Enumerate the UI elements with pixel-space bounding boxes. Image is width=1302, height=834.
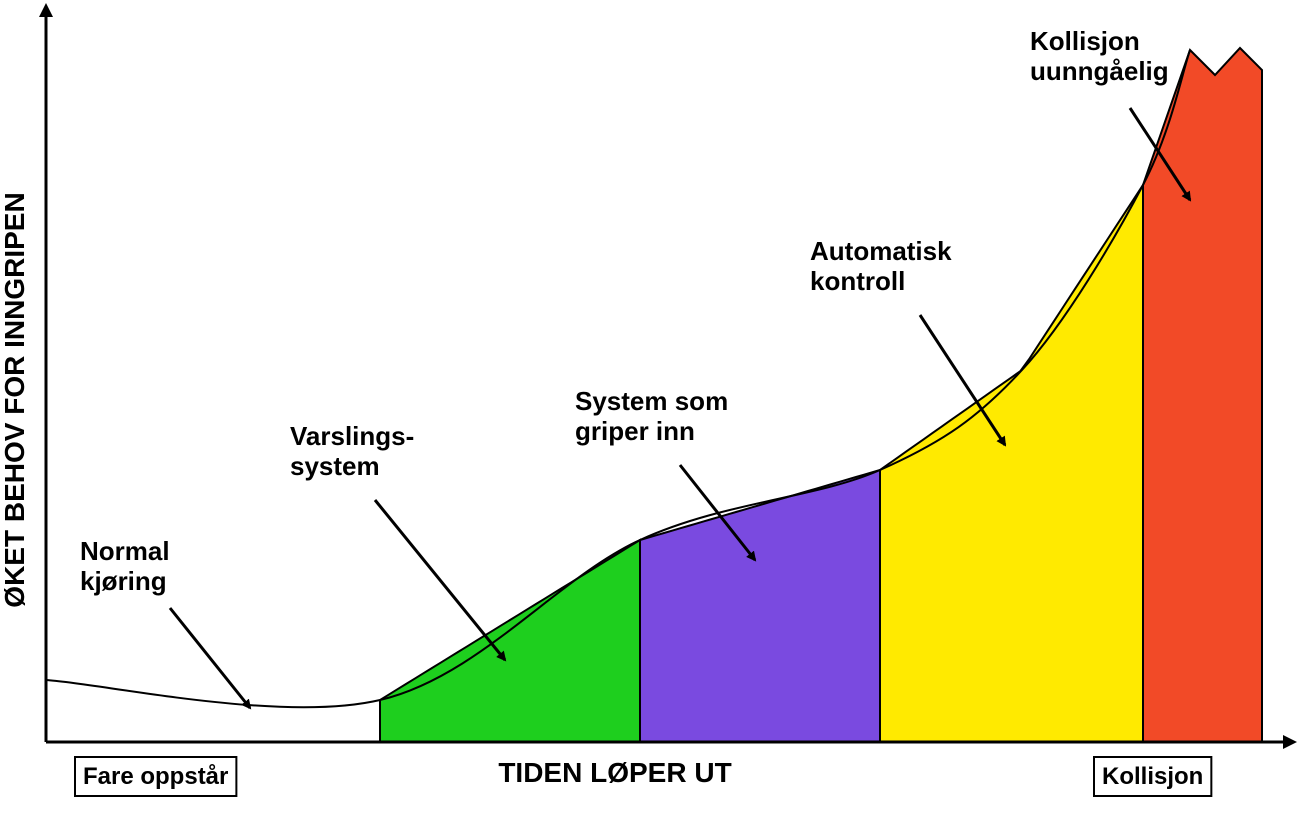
x-axis-label: TIDEN LØPER UT: [498, 757, 731, 788]
regions: [380, 48, 1262, 742]
label-system-griper: System somgriper inn: [575, 386, 728, 446]
kollisjon-label: Kollisjon: [1102, 763, 1203, 790]
label-automatisk: Automatiskkontroll: [810, 236, 952, 296]
region-varsling: [380, 540, 640, 742]
region-kollisjon: [1143, 48, 1262, 742]
arrow-varsling: [375, 500, 505, 660]
label-kollisjon: Kollisjonuunngåelig: [1030, 26, 1169, 86]
region-system-griper: [640, 470, 880, 742]
arrow-normal: [170, 608, 250, 708]
label-varsling: Varslings-system: [290, 421, 414, 481]
fare-oppstar-label: Fare oppstår: [83, 763, 228, 790]
label-normal: Normalkjøring: [80, 536, 170, 596]
y-axis-label: ØKET BEHOV FOR INNGRIPEN: [0, 192, 30, 607]
region-automatisk: [880, 185, 1143, 742]
